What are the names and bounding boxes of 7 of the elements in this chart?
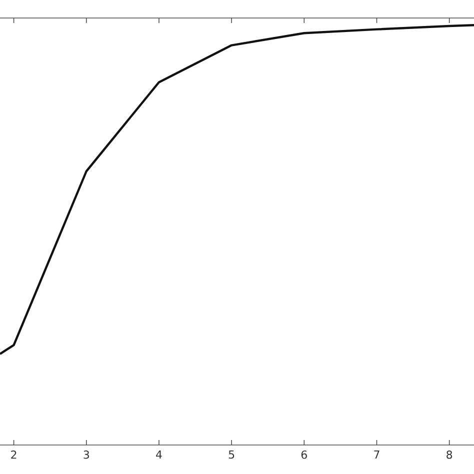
x-tick-label: 6 [301,450,307,459]
x-tick-label: 2 [11,450,16,459]
x-tick-label: 5 [228,450,234,459]
x-tick-label: 8 [446,450,452,459]
x-tick-label: 4 [156,450,162,459]
x-tick-label: 3 [84,450,89,459]
x-tick-label: 7 [374,450,380,459]
